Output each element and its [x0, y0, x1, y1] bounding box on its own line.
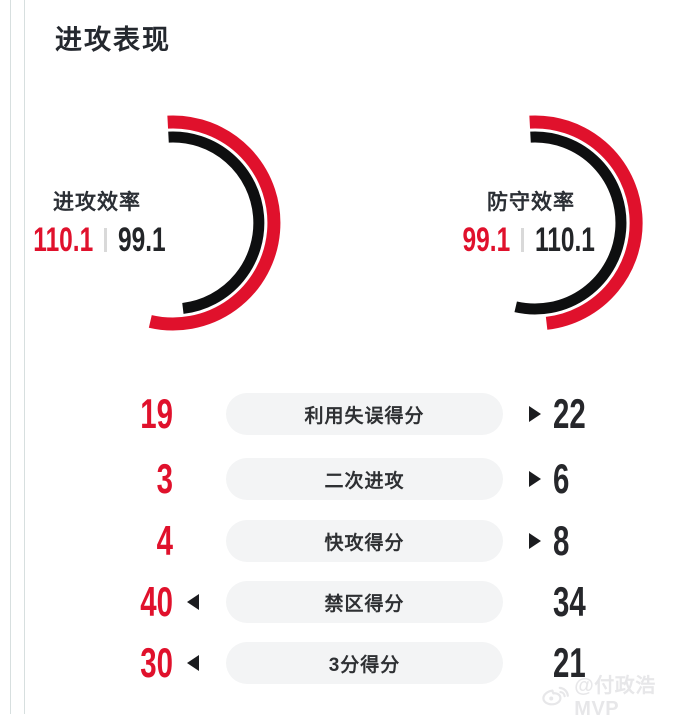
red-arc — [529, 115, 643, 330]
defense-efficiency-text: 防守效率 99.1 110.1 — [411, 186, 651, 257]
value-separator — [104, 228, 108, 252]
stat-pill: 禁区得分 — [226, 581, 503, 623]
left-team-value: 19 — [140, 390, 173, 437]
stat-label: 禁区得分 — [324, 593, 405, 615]
stat-row-points-off-turnovers: 19 利用失误得分 22 — [0, 393, 690, 435]
left-team-value: 30 — [140, 639, 173, 686]
stat-row-paint-points: 40 禁区得分 34 — [0, 581, 690, 623]
left-team-value: 3 — [156, 455, 173, 502]
gauge-label: 进攻效率 — [53, 191, 141, 214]
offense-efficiency-red-value: 110.1 — [33, 221, 94, 259]
offense-efficiency-dark-value: 99.1 — [118, 221, 166, 259]
weibo-icon — [542, 686, 569, 706]
defense-efficiency-arcs — [514, 115, 643, 330]
defense-efficiency-gauge: 防守效率 99.1 110.1 — [415, 98, 665, 348]
right-winner-arrow-icon — [529, 533, 541, 549]
stat-row-fast-break: 4 快攻得分 8 — [0, 520, 690, 562]
value-separator — [520, 228, 524, 252]
red-arc — [148, 115, 281, 331]
stat-label: 3分得分 — [328, 654, 401, 676]
left-winner-arrow-icon — [187, 655, 199, 671]
right-winner-arrow-icon — [529, 471, 541, 487]
left-team-value: 40 — [140, 578, 173, 625]
stat-row-three-point: 30 3分得分 21 — [0, 642, 690, 684]
left-team-value: 4 — [156, 517, 173, 564]
black-arc — [514, 131, 627, 315]
gauge-values: 110.1 99.1 — [0, 223, 217, 257]
stat-label: 利用失误得分 — [304, 405, 425, 427]
right-team-value: 8 — [553, 517, 570, 564]
watermark-text: @付政浩MVP — [574, 675, 656, 720]
page-title: 进攻表现 — [55, 25, 171, 55]
right-team-value: 21 — [553, 639, 586, 686]
black-arc — [168, 131, 265, 314]
stat-pill: 快攻得分 — [226, 520, 503, 562]
gauge-values: 99.1 110.1 — [411, 223, 651, 257]
gauge-label: 防守效率 — [487, 191, 575, 214]
stat-pill: 3分得分 — [226, 642, 503, 684]
offense-efficiency-gauge: 进攻效率 110.1 99.1 — [33, 98, 303, 348]
stat-row-second-chance: 3 二次进攻 6 — [0, 458, 690, 500]
right-team-value: 22 — [553, 390, 586, 437]
stat-label: 快攻得分 — [324, 532, 405, 554]
right-winner-arrow-icon — [529, 406, 541, 422]
defense-efficiency-dark-value: 110.1 — [534, 221, 595, 259]
left-rule-outer — [10, 0, 11, 714]
stat-pill: 二次进攻 — [226, 458, 503, 500]
offense-efficiency-text: 进攻效率 110.1 99.1 — [0, 186, 217, 257]
right-team-value: 6 — [553, 455, 570, 502]
right-team-value: 34 — [553, 578, 586, 625]
left-rule-inner — [24, 0, 25, 714]
defense-efficiency-red-value: 99.1 — [462, 221, 510, 259]
offense-efficiency-arcs — [148, 115, 281, 331]
left-winner-arrow-icon — [187, 594, 199, 610]
stat-label: 二次进攻 — [324, 470, 405, 492]
watermark: @付政浩MVP — [541, 675, 690, 720]
stat-pill: 利用失误得分 — [226, 393, 503, 435]
